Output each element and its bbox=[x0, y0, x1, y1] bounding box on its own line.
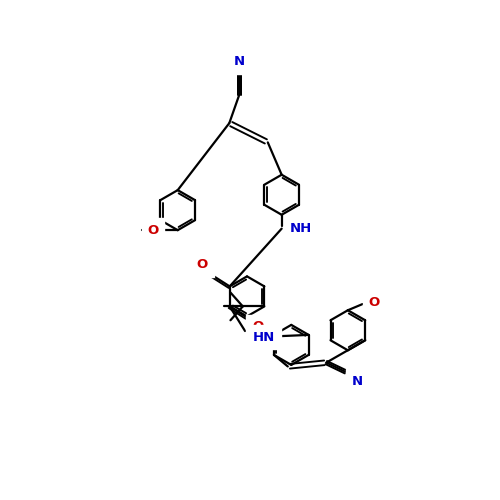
Text: O: O bbox=[252, 320, 264, 334]
Text: O: O bbox=[197, 258, 208, 271]
Text: N: N bbox=[234, 56, 245, 68]
Text: NH: NH bbox=[290, 222, 312, 235]
Text: O: O bbox=[147, 224, 158, 236]
Text: HN: HN bbox=[253, 330, 275, 344]
Text: O: O bbox=[368, 296, 380, 309]
Text: N: N bbox=[352, 375, 363, 388]
